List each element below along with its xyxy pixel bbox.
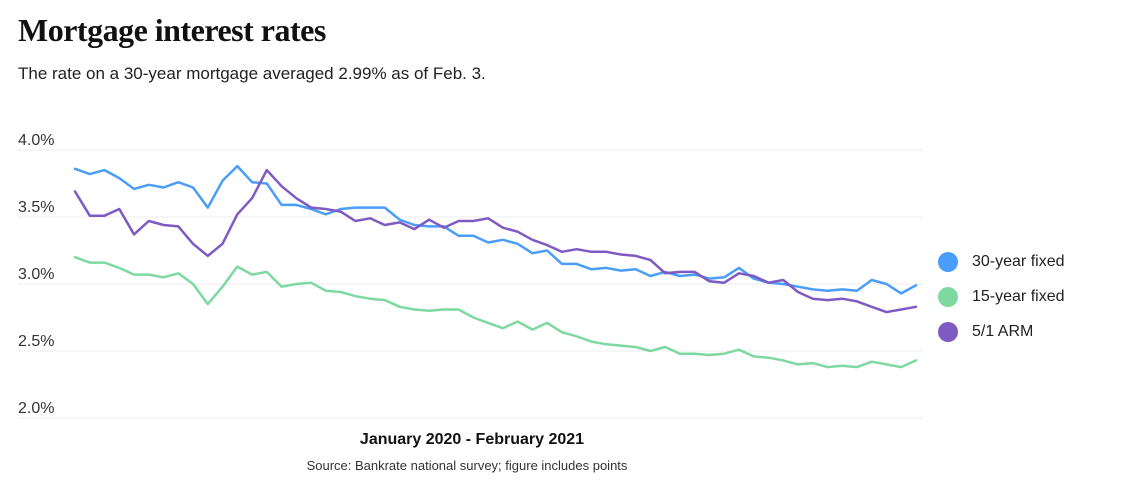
legend-item-30-year-fixed[interactable]: 30-year fixed	[938, 244, 1065, 279]
series-lines	[73, 164, 918, 369]
series-line-5-1-arm[interactable]	[73, 168, 918, 314]
legend-swatch-15-year-fixed	[938, 286, 958, 307]
legend-label: 15-year fixed	[972, 287, 1065, 305]
y-tick-label: 2.5%	[18, 333, 54, 350]
chart-subtitle: The rate on a 30-year mortgage averaged …	[18, 64, 486, 83]
x-axis-label: January 2020 - February 2021	[359, 431, 585, 448]
y-tick-label: 4.0%	[18, 132, 54, 149]
legend: 30-year fixed 15-year fixed 5/1 ARM	[938, 244, 1065, 349]
source-note: Source: Bankrate national survey; figure…	[306, 458, 628, 473]
legend-label: 30-year fixed	[972, 252, 1065, 270]
legend-swatch-5-1-arm	[938, 321, 958, 342]
y-tick-label: 3.0%	[18, 266, 54, 283]
y-tick-label: 3.5%	[18, 199, 54, 216]
legend-item-5-1-arm[interactable]: 5/1 ARM	[938, 314, 1065, 349]
y-axis-ticks: 4.0% 3.5% 3.0% 2.5% 2.0%	[18, 132, 54, 417]
y-tick-label: 2.0%	[18, 400, 54, 417]
legend-swatch-30-year-fixed	[938, 251, 958, 272]
series-line-15-year-fixed[interactable]	[73, 255, 918, 369]
legend-item-15-year-fixed[interactable]: 15-year fixed	[938, 279, 1065, 314]
series-line-30-year-fixed[interactable]	[73, 164, 918, 295]
gridlines	[18, 149, 922, 419]
legend-label: 5/1 ARM	[972, 322, 1034, 340]
chart-title: Mortgage interest rates	[18, 12, 326, 48]
